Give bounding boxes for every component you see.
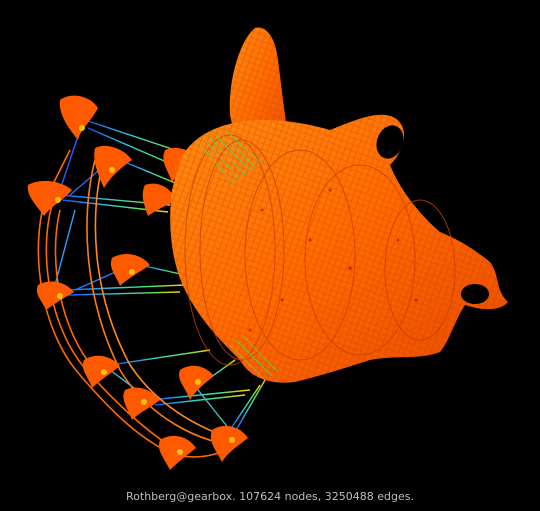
right-hole-lower <box>461 284 489 304</box>
right-hole-upper <box>376 125 404 159</box>
flange-edges <box>199 129 279 381</box>
graph-visualization <box>27 27 508 470</box>
cage-node-highlights <box>55 125 235 455</box>
image-caption: Rothberg@gearbox. 107624 nodes, 3250488 … <box>126 490 414 503</box>
mesh-speckles <box>248 188 418 332</box>
